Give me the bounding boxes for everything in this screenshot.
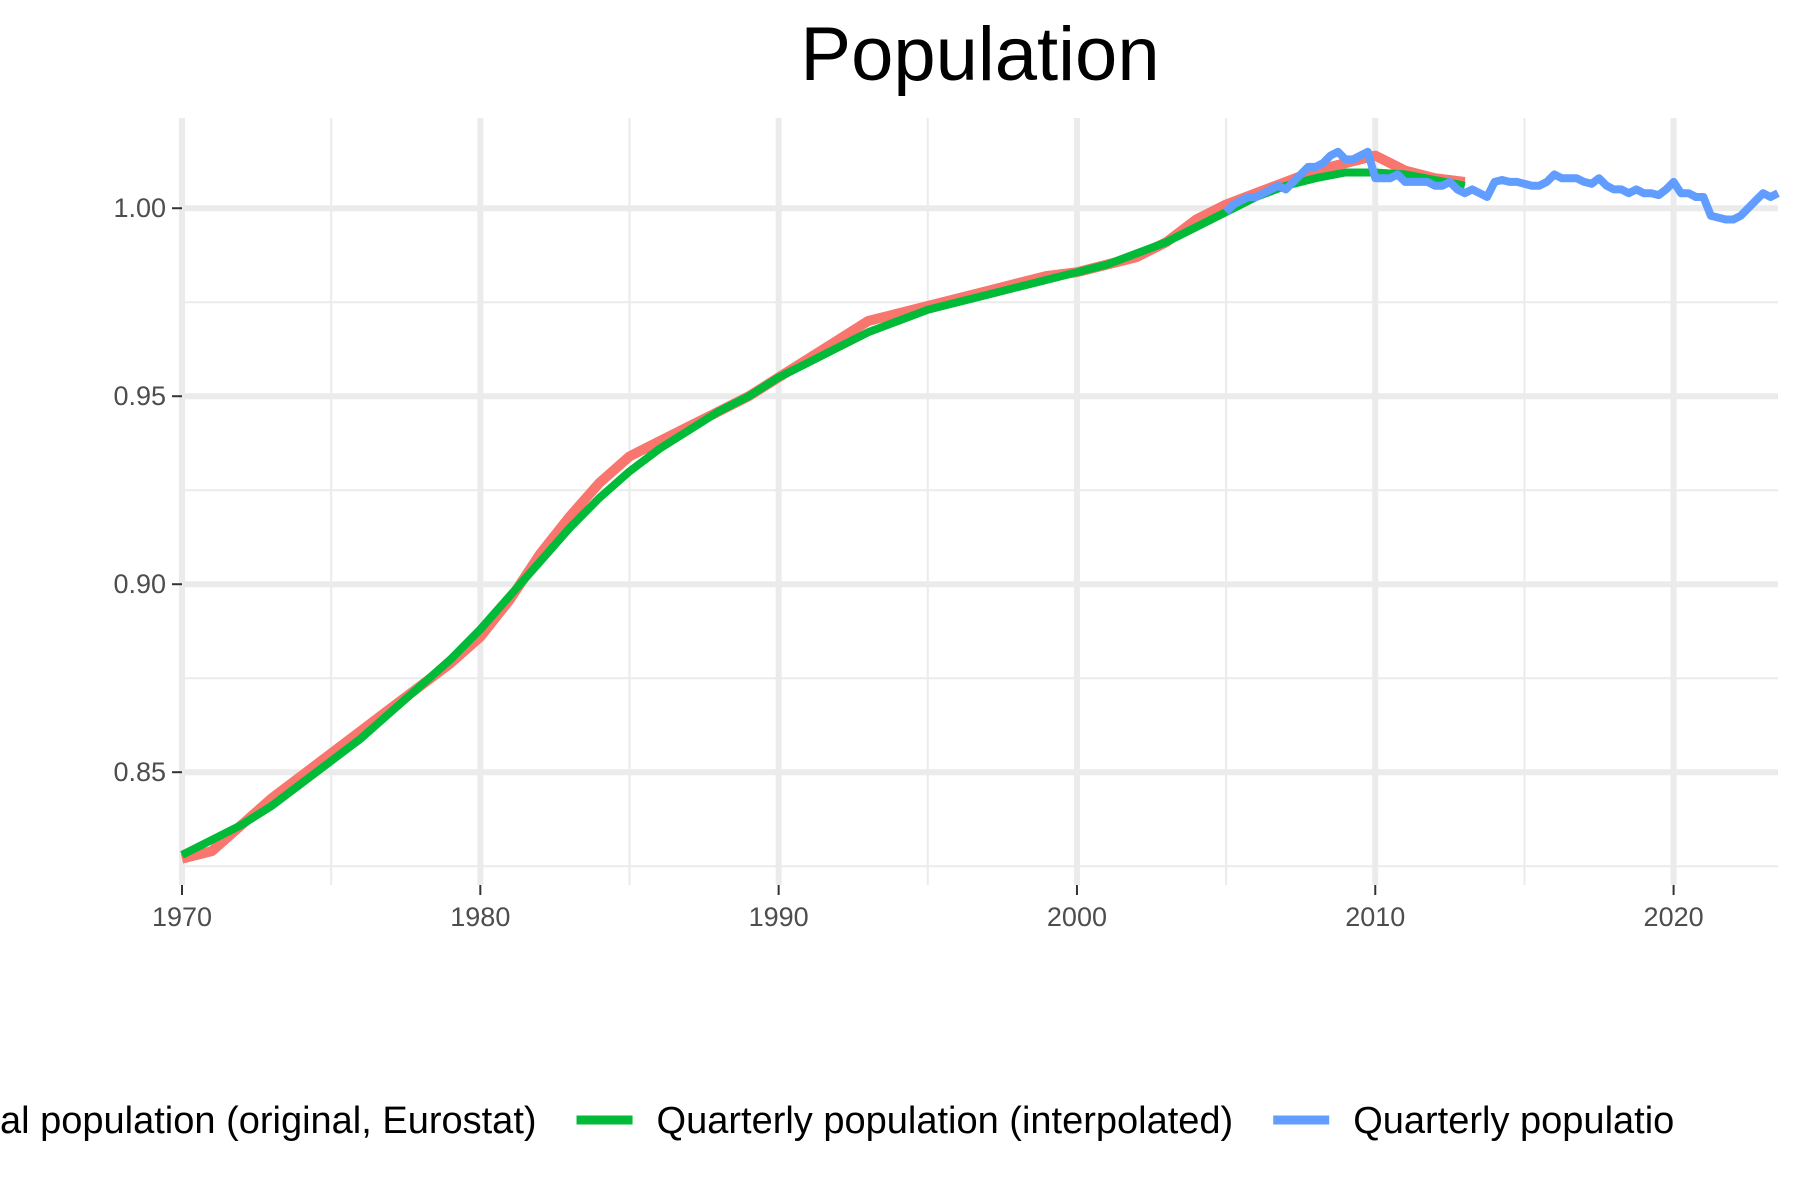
y-tick-label: 0.85 <box>113 757 166 787</box>
y-tick-label: 1.00 <box>113 193 166 223</box>
minor-gridlines <box>182 118 1778 885</box>
legend-label-2: Quarterly population (interpolated) <box>657 1100 1234 1142</box>
x-tick-label: 2010 <box>1345 902 1405 932</box>
x-axis: 1970 1980 1990 2000 2010 2020 <box>152 885 1704 932</box>
legend: al population (original, Eurostat) Quarte… <box>0 1100 1674 1142</box>
x-tick-label: 1970 <box>152 902 212 932</box>
x-tick-label: 1980 <box>450 902 510 932</box>
x-tick-label: 2000 <box>1047 902 1107 932</box>
chart-title: Population <box>800 12 1159 97</box>
series-line-2 <box>180 168 1466 859</box>
legend-label-3: Quarterly populatio <box>1353 1100 1674 1142</box>
y-axis: 0.85 0.90 0.95 1.00 <box>113 193 182 787</box>
x-tick-label: 2020 <box>1644 902 1704 932</box>
series-line-1 <box>180 150 1466 864</box>
series-line-3 <box>1223 147 1780 224</box>
major-gridlines <box>179 118 1778 885</box>
legend-label-1: al population (original, Eurostat) <box>0 1100 537 1142</box>
y-tick-label: 0.90 <box>113 569 166 599</box>
y-tick-label: 0.95 <box>113 381 166 411</box>
x-tick-label: 1990 <box>749 902 809 932</box>
series-layer <box>180 147 1780 864</box>
